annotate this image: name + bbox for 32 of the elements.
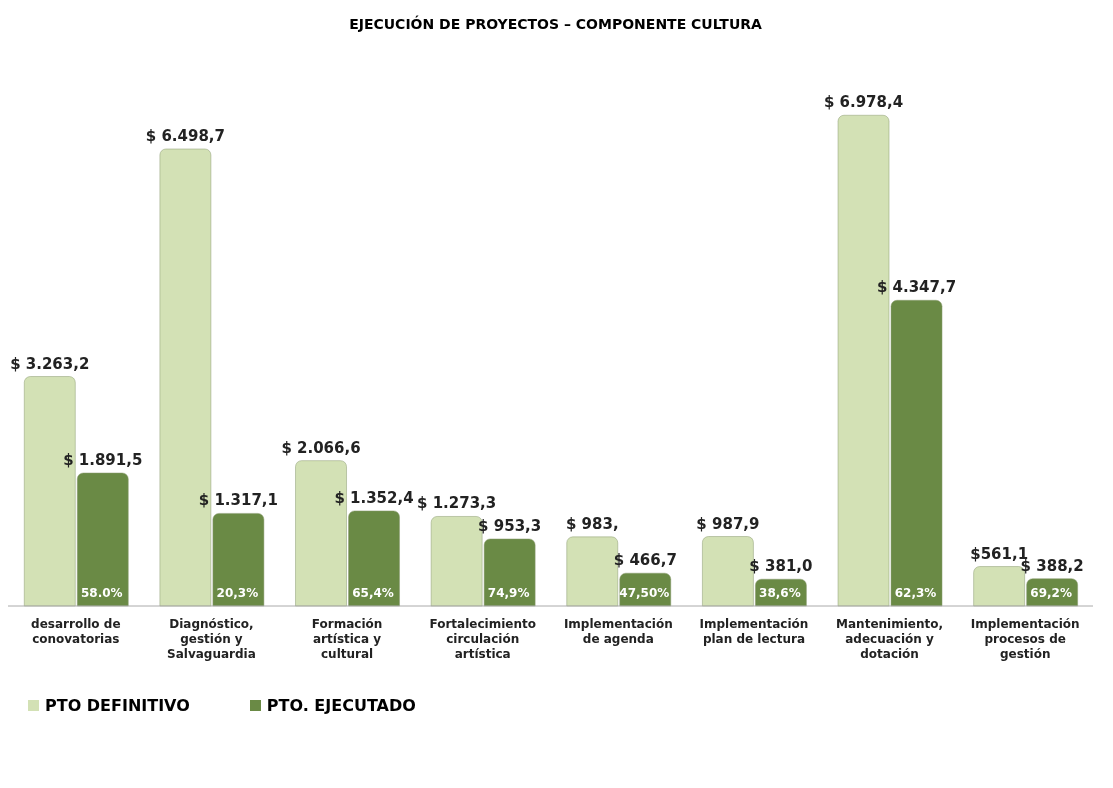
- x-tick-label: Implementación plan de lectura: [699, 617, 809, 646]
- x-tick-label: Fortalecimiento circulación artística: [429, 617, 536, 661]
- annotation: 38,6%: [759, 586, 801, 600]
- data-label: $ 1.891,5: [63, 450, 143, 469]
- annotation: 58.0%: [80, 586, 123, 600]
- annotation: 74,9%: [487, 586, 530, 600]
- x-tick-label: desarrollo de conovatorias: [31, 617, 121, 646]
- x-tick-label: Diagnóstico, gestión y Salvaguardia: [167, 617, 256, 661]
- data-label: $ 987,9: [696, 514, 760, 533]
- x-tick-label: Implementación procesos de gestión: [970, 617, 1080, 661]
- chart-title: EJECUCIÓN DE PROYECTOS – COMPONENTE CULTURA: [348, 14, 763, 34]
- data-label: $ 983,: [565, 514, 619, 533]
- x-tick-label: Implementación de agenda: [563, 617, 673, 646]
- x-tick-label: Mantenimiento, adecuación y dotación: [836, 617, 944, 661]
- data-label: $ 953,3: [478, 516, 542, 535]
- legend-label: PTO DEFINITIVO: [44, 696, 190, 715]
- data-label: $ 1.352,4: [334, 488, 414, 507]
- x-tick-label: Formación artística y cultural: [311, 617, 383, 661]
- data-label: $ 3.263,2: [10, 354, 90, 373]
- data-label: $ 2.066,6: [281, 438, 361, 457]
- annotation: 69,2%: [1030, 586, 1073, 600]
- annotation: 62,3%: [894, 586, 937, 600]
- data-label: $ 6.498,7: [145, 126, 226, 145]
- annotation: 20,3%: [216, 586, 259, 600]
- data-label: $ 1.273,3: [417, 494, 497, 513]
- data-label: $ 4.347,7: [876, 278, 957, 297]
- data-label: $ 466,7: [613, 551, 677, 570]
- annotation: 65,4%: [352, 586, 394, 600]
- legend-label: PTO. EJECUTADO: [265, 696, 416, 715]
- data-label: $ 381,0: [749, 557, 813, 576]
- data-label: $ 1.317,1: [198, 491, 279, 510]
- data-label: $ 6.978,4: [823, 93, 904, 112]
